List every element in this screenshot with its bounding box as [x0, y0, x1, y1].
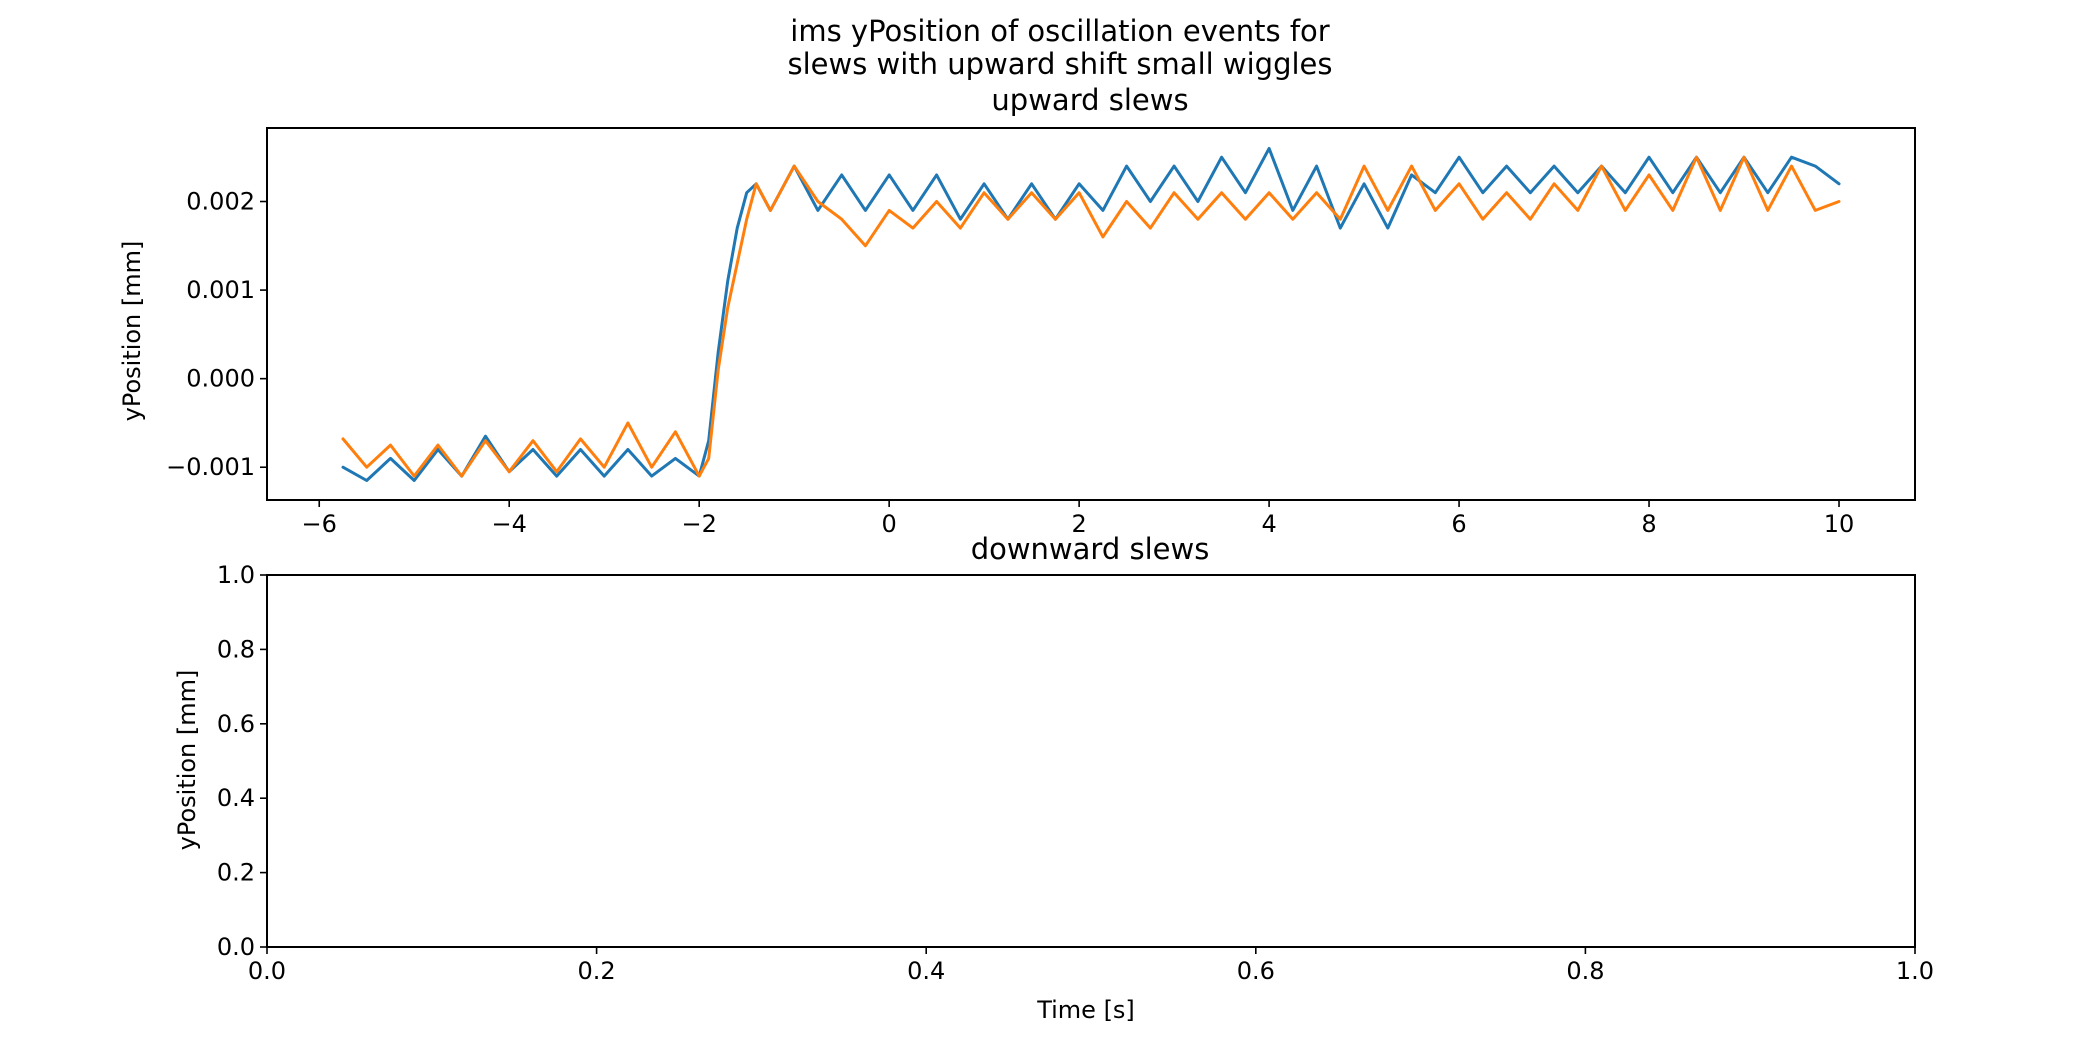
- upward-slews-y-tick-label: 0.000: [186, 365, 255, 393]
- upward-slews-series-line-2: [341, 155, 1841, 478]
- upward-slews-x-tick-label: 10: [1824, 510, 1855, 538]
- upward-slews-y-tick-label: 0.002: [186, 188, 255, 216]
- upward-slews-panel: upward slews yPosition [mm] −6 −4 −2 0 2 4 6 8 1…: [118, 83, 1916, 538]
- downward-slews-panel: downward slews yPosition [mm] Time [s] 0…: [173, 532, 1934, 1024]
- upward-slews-title: upward slews: [991, 83, 1188, 117]
- downward-slews-y-tick-label: 0.4: [217, 784, 255, 812]
- downward-slews-y-tick-label: 0.0: [217, 933, 255, 961]
- upward-slews-y-tick-label: 0.001: [186, 276, 255, 304]
- upward-slews-series-line-1: [341, 146, 1841, 482]
- upward-slews-x-tick-label: −4: [492, 510, 527, 538]
- upward-slews-x-tick-label: 4: [1261, 510, 1276, 538]
- downward-slews-plot-frame: [266, 574, 1916, 948]
- upward-slews-x-tick-label: −6: [302, 510, 337, 538]
- downward-slews-y-tick-label: 1.0: [217, 561, 255, 589]
- downward-slews-x-tick-label: 0.0: [248, 957, 286, 985]
- upward-slews-x-tick-label: 0: [882, 510, 897, 538]
- upward-slews-series: [341, 146, 1841, 482]
- downward-slews-x-tick-label: 1.0: [1896, 957, 1934, 985]
- downward-slews-x-axis-label: Time [s]: [1036, 996, 1135, 1024]
- figure-title-line2: slews with upward shift small wiggles: [787, 47, 1332, 81]
- figure-title-line1: ims yPosition of oscillation events for: [790, 14, 1329, 48]
- downward-slews-y-tick-label: 0.8: [217, 635, 255, 663]
- downward-slews-y-tick-label: 0.2: [217, 859, 255, 887]
- upward-slews-ticks: −6 −4 −2 0 2 4 6 8 10 −0.001 0.000 0.001 0.002: [166, 188, 1854, 538]
- downward-slews-x-tick-label: 0.8: [1566, 957, 1604, 985]
- downward-slews-x-tick-label: 0.6: [1237, 957, 1275, 985]
- downward-slews-x-tick-label: 0.4: [907, 957, 945, 985]
- downward-slews-x-tick-label: 0.2: [578, 957, 616, 985]
- upward-slews-x-tick-label: 2: [1071, 510, 1086, 538]
- downward-slews-y-tick-label: 0.6: [217, 710, 255, 738]
- downward-slews-title: downward slews: [971, 532, 1210, 566]
- upward-slews-x-tick-label: −2: [681, 510, 716, 538]
- upward-slews-y-axis-label: yPosition [mm]: [118, 241, 146, 422]
- downward-slews-y-axis-label: yPosition [mm]: [173, 670, 201, 851]
- upward-slews-x-tick-label: 8: [1641, 510, 1656, 538]
- downward-slews-ticks: 0.0 0.2 0.4 0.6 0.8 1.0 0.0 0.2 0.4 0.6 0.8 1.0: [217, 561, 1934, 985]
- upward-slews-plot-frame: [266, 127, 1916, 501]
- upward-slews-y-tick-label: −0.001: [166, 453, 255, 481]
- upward-slews-x-tick-label: 6: [1451, 510, 1466, 538]
